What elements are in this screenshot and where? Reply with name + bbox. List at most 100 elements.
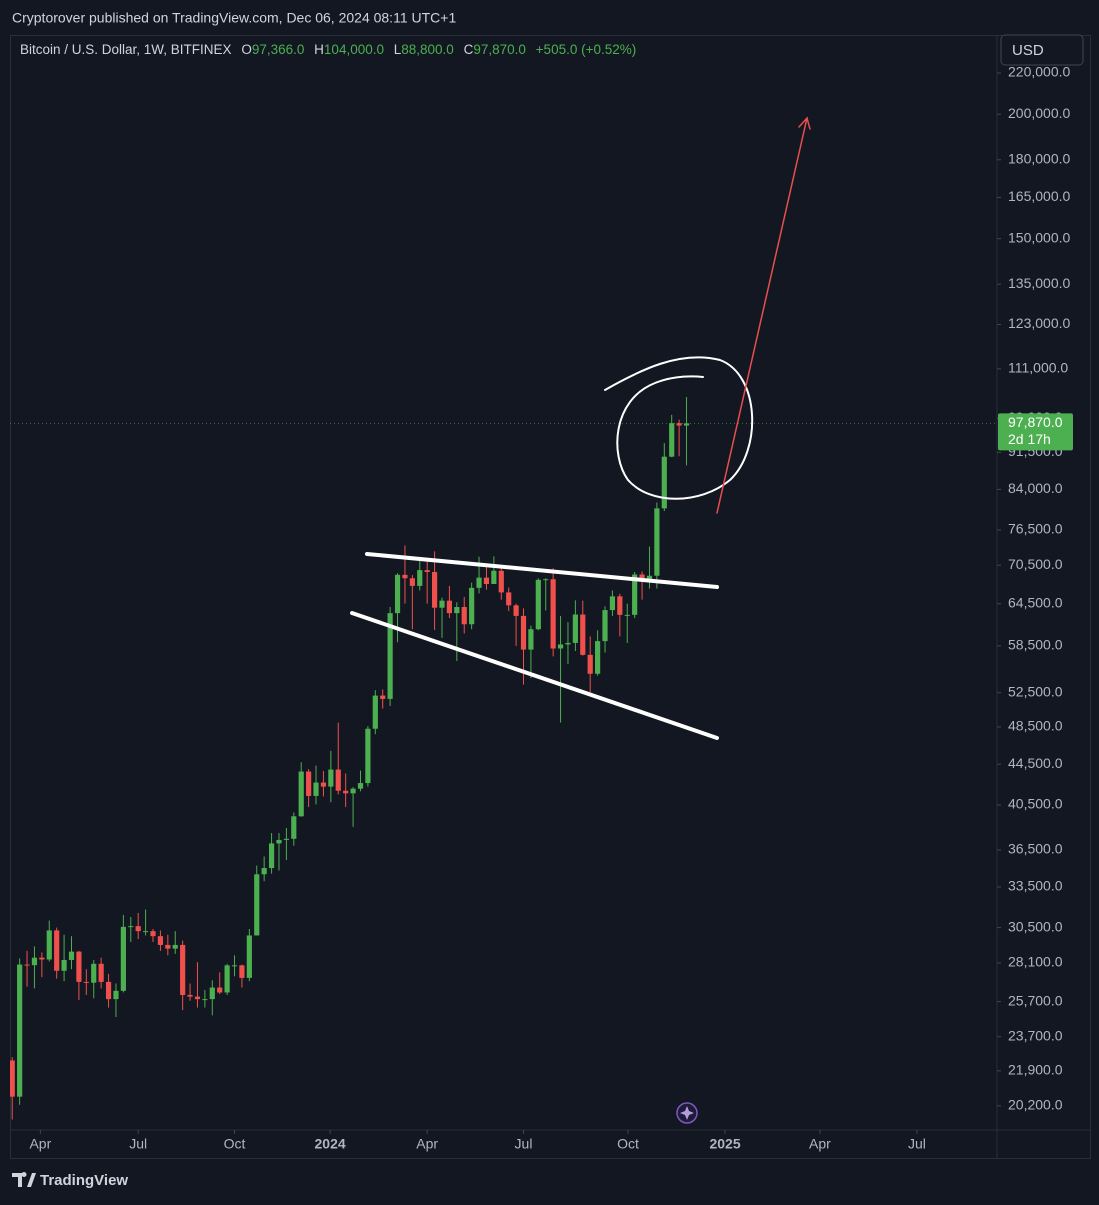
y-tick-label: 33,500.0 (1008, 878, 1063, 894)
currency-button[interactable] (1000, 34, 1084, 66)
candle-body (143, 931, 149, 933)
candle-body (254, 874, 260, 936)
candle-body (402, 574, 408, 579)
y-tick-label: 70,500.0 (1008, 556, 1063, 572)
candle-body (669, 423, 675, 457)
branding: TradingView (12, 1172, 128, 1189)
y-tick-label: 200,000.0 (1008, 105, 1070, 121)
candle-body (98, 963, 104, 982)
legend-key: H (314, 42, 324, 57)
candle-body (10, 1060, 15, 1097)
y-tick-label: 44,500.0 (1008, 755, 1063, 771)
candle-body (454, 607, 460, 614)
candle-body (439, 600, 445, 608)
x-tick-label: 2025 (709, 1136, 740, 1152)
y-tick-label: 48,500.0 (1008, 718, 1063, 734)
candles (10, 397, 690, 1120)
x-tick-label: Jul (908, 1136, 926, 1152)
y-tick-label: 58,500.0 (1008, 637, 1063, 653)
candle-body (172, 944, 178, 949)
symbol: Bitcoin / U.S. Dollar, 1W, BITFINEX (20, 42, 232, 57)
candle-body (431, 571, 438, 608)
candle-body (68, 951, 75, 960)
header: Cryptorover published on TradingView.com… (12, 10, 456, 26)
x-tick-label: 2024 (315, 1136, 346, 1152)
candle-body (83, 981, 89, 983)
ai-icon-star[interactable] (680, 1106, 694, 1120)
y-tick-label: 36,500.0 (1008, 841, 1063, 857)
x-tick-label: Apr (416, 1136, 438, 1152)
candle-body (328, 769, 334, 787)
currency-label[interactable]: USD (1012, 42, 1044, 59)
x-tick-label: Apr (29, 1136, 51, 1152)
x-tick-label: Apr (809, 1136, 831, 1152)
price-axis: 220,000.0 200,000.0 180,000.0 165,000.0 150,… (997, 64, 1070, 1112)
legend-value: 97,366.0 (252, 42, 305, 57)
candle-body (202, 999, 208, 1001)
candle-body (298, 771, 304, 817)
candle-body (313, 782, 319, 796)
trendline-lower (350, 611, 719, 740)
candle-body (476, 577, 482, 588)
candle-body (394, 574, 401, 614)
candle-body (550, 579, 556, 649)
candle-body (424, 570, 430, 572)
candle-body (350, 788, 356, 794)
candle-body (646, 575, 653, 581)
y-tick-label: 135,000.0 (1008, 275, 1070, 291)
candle-body (128, 926, 134, 928)
candle-body (306, 771, 312, 796)
legend-key: C (464, 42, 474, 57)
candle-body (380, 695, 386, 699)
candle-body (157, 936, 164, 945)
candle-body (506, 592, 512, 606)
legend-key: O (241, 42, 252, 57)
candle-body (343, 790, 349, 794)
candle-body (320, 782, 327, 787)
candle-body (246, 935, 252, 978)
candle-body (276, 839, 282, 844)
y-tick-label: 23,700.0 (1008, 1027, 1063, 1043)
y-tick-label: 76,500.0 (1008, 521, 1063, 537)
candle-body (498, 570, 504, 593)
candle-body (335, 769, 341, 791)
candle-body (365, 728, 371, 784)
candle-body (283, 838, 289, 840)
candle-body (291, 816, 297, 839)
candle-body (194, 996, 201, 1000)
last-price-box (998, 413, 1073, 451)
candle-body (165, 944, 171, 949)
candle-body (61, 959, 67, 971)
candle-body (24, 964, 30, 966)
candle-body (113, 990, 119, 1000)
candle-body (676, 423, 682, 426)
candle-body (372, 695, 378, 729)
candle-body (520, 615, 527, 650)
y-tick-label: 165,000.0 (1008, 188, 1070, 204)
candle-body (572, 614, 578, 643)
x-tick-label: Jul (129, 1136, 147, 1152)
countdown-label: 2d 17h (1008, 431, 1051, 447)
arrow-head (798, 116, 811, 130)
y-tick-label: 52,500.0 (1008, 683, 1063, 699)
logo-mark (12, 1171, 36, 1187)
y-tick-label: 123,000.0 (1008, 315, 1070, 331)
logo-text: TradingView (40, 1172, 128, 1189)
candle-body (239, 965, 245, 978)
candle-body (513, 605, 519, 616)
arrow-line (716, 117, 808, 514)
x-tick-label: Oct (617, 1136, 639, 1152)
y-tick-label: 20,200.0 (1008, 1096, 1063, 1112)
y-tick-label: 30,500.0 (1008, 918, 1063, 934)
candle-body (357, 783, 364, 789)
legend-change: +505.0 (+0.52%) (536, 42, 637, 57)
candle-body (469, 587, 475, 625)
ai-icon[interactable] (676, 1102, 698, 1124)
y-tick-label: 150,000.0 (1008, 229, 1070, 245)
y-tick-label: 64,500.0 (1008, 594, 1063, 610)
candle-body (120, 926, 126, 991)
legend-value: 104,000.0 (324, 42, 384, 57)
candle-body (580, 614, 586, 655)
candle-body (91, 963, 97, 983)
candle-body (105, 981, 112, 1000)
